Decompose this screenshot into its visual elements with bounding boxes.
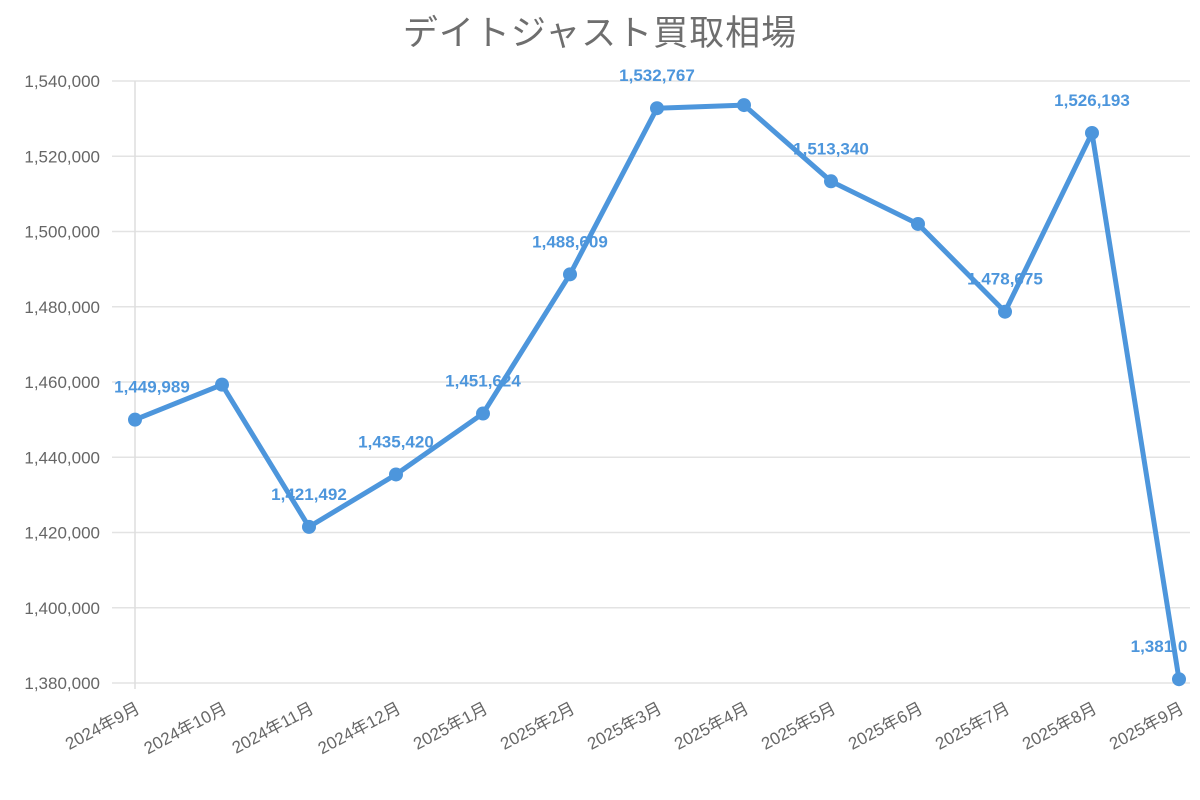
y-axis-tick-label: 1,400,000 [24, 599, 100, 618]
y-axis-tick-label: 1,500,000 [24, 223, 100, 242]
data-point[interactable] [911, 216, 925, 231]
x-axis-tick-label: 2025年4月 [671, 699, 752, 754]
data-point[interactable] [215, 377, 229, 392]
data-point[interactable] [737, 98, 751, 113]
x-axis-tick-label: 2025年1月 [410, 699, 491, 754]
data-point[interactable] [1172, 672, 1186, 687]
data-point[interactable] [476, 406, 490, 421]
y-axis-tick-label: 1,520,000 [24, 147, 100, 166]
x-axis-tick-label: 2024年11月 [229, 699, 317, 758]
x-axis-tick-label: 2024年12月 [315, 699, 404, 758]
y-axis-tick-label: 1,540,000 [24, 72, 100, 91]
data-point-label: 1,451,624 [445, 372, 521, 391]
y-axis-tick-label: 1,480,000 [24, 298, 100, 317]
x-axis-tick-label: 2025年6月 [845, 699, 926, 754]
data-point[interactable] [998, 304, 1012, 319]
x-axis-tick-label: 2025年2月 [497, 699, 578, 754]
y-axis-tick-label: 1,460,000 [24, 373, 100, 392]
data-point-label: 1,478,675 [967, 270, 1043, 289]
data-point[interactable] [824, 174, 838, 189]
x-axis-tick-label: 2024年9月 [62, 699, 143, 754]
data-point[interactable] [1085, 125, 1099, 140]
data-point[interactable] [389, 467, 403, 482]
data-point-label: 1,449,989 [114, 378, 190, 397]
data-point[interactable] [563, 267, 577, 282]
x-axis-tick-label: 2025年5月 [758, 699, 839, 754]
x-axis-tick-label: 2025年9月 [1106, 699, 1187, 754]
y-axis-tick-label: 1,420,000 [24, 524, 100, 543]
data-point-label: 1,526,193 [1054, 91, 1130, 110]
x-axis-tick-label: 2025年3月 [584, 699, 665, 754]
x-axis-tick-label: 2025年7月 [932, 699, 1013, 754]
data-point[interactable] [128, 412, 142, 427]
data-point-label: 1,421,492 [271, 485, 347, 504]
x-axis-tick-label: 2025年8月 [1019, 699, 1100, 754]
data-point-label: 1,488,609 [532, 232, 608, 251]
data-point-label: 1,513,340 [793, 139, 869, 158]
y-axis-tick-label: 1,380,000 [24, 674, 100, 693]
data-point-label: 1,381,0 [1131, 637, 1188, 656]
y-axis-tick-label: 1,440,000 [24, 448, 100, 467]
data-point[interactable] [302, 519, 316, 534]
price-line [132, 102, 1182, 682]
data-point[interactable] [650, 101, 664, 116]
x-axis-tick-label: 2024年10月 [141, 699, 230, 758]
data-point-label: 1,532,767 [619, 66, 695, 85]
data-point-label: 1,435,420 [358, 432, 434, 451]
